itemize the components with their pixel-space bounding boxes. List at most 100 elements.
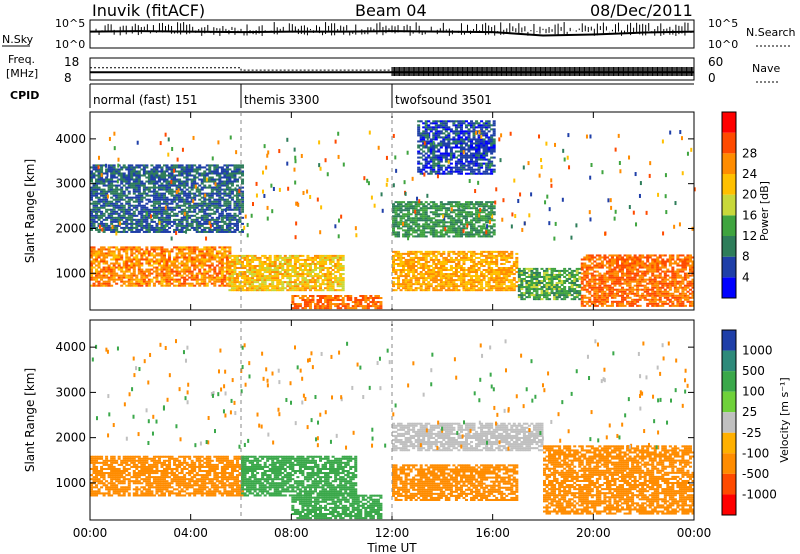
heatmap-cell xyxy=(100,220,104,223)
heatmap-cell xyxy=(568,275,572,278)
heatmap-cell xyxy=(100,204,104,207)
heatmap-cell xyxy=(301,285,305,288)
heatmap-cell xyxy=(110,268,114,271)
heatmap-cell xyxy=(183,282,187,285)
heatmap-cell xyxy=(140,216,144,219)
heatmap-cell xyxy=(329,281,333,284)
heatmap-cell xyxy=(540,294,544,297)
heatmap-cell xyxy=(449,266,453,270)
heatmap-cell xyxy=(185,274,189,277)
heatmap-cell xyxy=(409,271,413,274)
heatmap-cell xyxy=(178,284,182,287)
heatmap-cell xyxy=(565,294,569,297)
heatmap-cell xyxy=(502,279,506,282)
heatmap-cell xyxy=(130,258,134,261)
heatmap-cell xyxy=(628,262,632,265)
heatmap-cell xyxy=(120,186,124,189)
heatmap-cell xyxy=(407,275,411,278)
heatmap-cell xyxy=(306,303,310,306)
heatmap-cell xyxy=(313,305,317,308)
heatmap-cell xyxy=(311,301,315,304)
heatmap-cell xyxy=(553,275,557,278)
heatmap-cell xyxy=(324,262,328,265)
heatmap-cell xyxy=(162,224,166,227)
heatmap-cell xyxy=(487,269,491,272)
heatmap-cell xyxy=(626,262,630,265)
heatmap-cell xyxy=(641,254,645,257)
heatmap-cell xyxy=(303,285,307,288)
heatmap-cell xyxy=(152,256,156,259)
heatmap-cell xyxy=(142,250,146,253)
heatmap-cell xyxy=(537,271,541,274)
heatmap-cell xyxy=(392,289,396,292)
heatmap-cell xyxy=(122,212,126,215)
heatmap-cell xyxy=(666,302,670,305)
heatmap-cell xyxy=(326,289,330,292)
heatmap-cell xyxy=(301,271,305,274)
heatmap-cell xyxy=(135,164,139,167)
heatmap-cell xyxy=(122,174,126,177)
heatmap-cell xyxy=(404,289,408,292)
heatmap-cell xyxy=(517,269,521,272)
heatmap-cell xyxy=(641,280,645,283)
heatmap-cell xyxy=(137,198,141,201)
heatmap-cell xyxy=(623,272,627,275)
heatmap-cell xyxy=(419,277,423,280)
heatmap-cell xyxy=(137,202,141,205)
heatmap-cell xyxy=(548,275,552,278)
heatmap-cell xyxy=(308,264,312,267)
heatmap-cell xyxy=(308,299,312,302)
heatmap-cell xyxy=(485,271,489,274)
heatmap-cell xyxy=(397,281,401,284)
heatmap-cell xyxy=(407,283,411,286)
heatmap-cell xyxy=(132,178,136,181)
heatmap-cell xyxy=(646,290,650,293)
heatmap-cell xyxy=(688,264,692,267)
heatmap-cell xyxy=(628,270,632,273)
heatmap-cell xyxy=(379,305,383,308)
heatmap-cell xyxy=(132,230,136,233)
heatmap-cell xyxy=(256,271,260,274)
heatmap-cell xyxy=(157,230,161,233)
heatmap-cell xyxy=(422,252,426,255)
heatmap-cell xyxy=(198,258,202,261)
heatmap-cell xyxy=(464,252,468,255)
heatmap-cell xyxy=(475,285,479,288)
heatmap-cell xyxy=(397,285,401,288)
heatmap-cell xyxy=(449,279,453,282)
heatmap-cell xyxy=(334,281,338,284)
heatmap-cell xyxy=(306,285,310,288)
heatmap-cell xyxy=(301,254,305,257)
heatmap-cell xyxy=(155,172,159,175)
heatmap-cell xyxy=(638,288,642,291)
heatmap-cell xyxy=(173,270,177,273)
heatmap-cell xyxy=(155,174,159,177)
heatmap-cell xyxy=(646,304,650,307)
heatmap-cell xyxy=(175,198,179,201)
heatmap-cell xyxy=(92,192,96,195)
heatmap-cell xyxy=(530,286,534,289)
heatmap-cell xyxy=(585,284,589,287)
heatmap-cell xyxy=(303,307,307,310)
heatmap-cell xyxy=(137,194,141,197)
heatmap-cell xyxy=(573,275,577,278)
heatmap-cell xyxy=(137,174,141,177)
heatmap-cell xyxy=(210,264,214,267)
heatmap-cell xyxy=(152,228,156,231)
heatmap-cell xyxy=(397,283,401,286)
heatmap-cell xyxy=(525,279,529,283)
heatmap-cell xyxy=(271,271,275,274)
heatmap-cell xyxy=(658,280,662,283)
heatmap-cell xyxy=(399,262,403,265)
heatmap-cell xyxy=(613,284,617,287)
heatmap-cell xyxy=(661,292,665,295)
heatmap-cell xyxy=(658,298,662,301)
heatmap-cell xyxy=(95,278,99,281)
heatmap-cell xyxy=(427,252,431,255)
heatmap-cell xyxy=(588,286,592,289)
heatmap-cell xyxy=(132,192,136,195)
heatmap-cell xyxy=(157,280,161,283)
heatmap-cell xyxy=(419,266,423,270)
heatmap-cell xyxy=(95,184,99,187)
